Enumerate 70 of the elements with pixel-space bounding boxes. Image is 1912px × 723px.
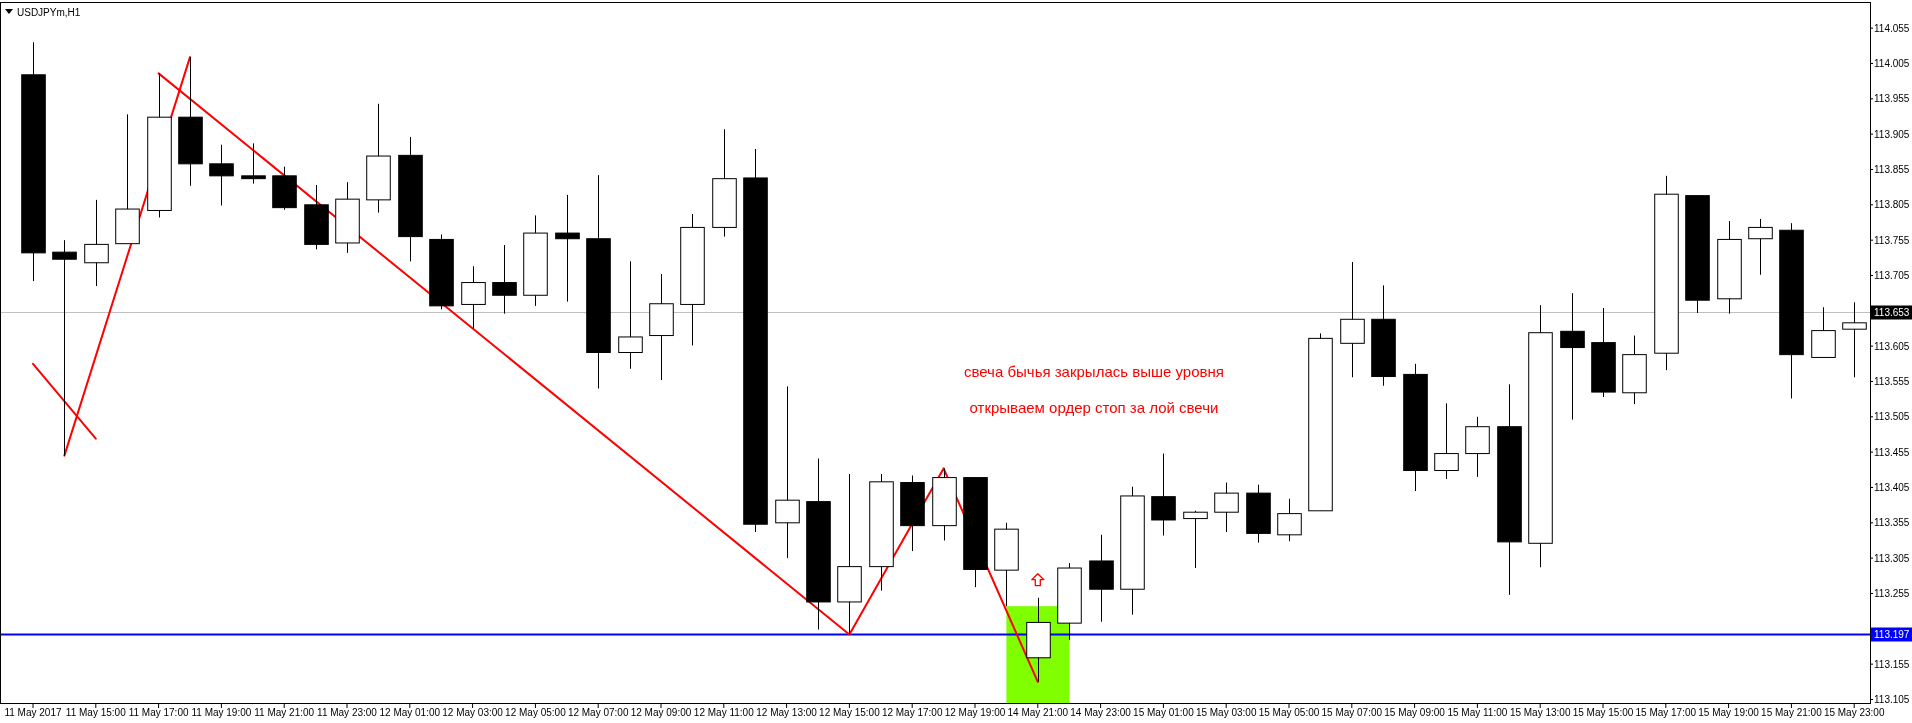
candlestick (1748, 218, 1773, 276)
x-tick-label: 12 May 17:00 (881, 707, 943, 718)
ref-line-label: 113.197 (1874, 629, 1910, 640)
ref-line-label: 113.653 (1874, 307, 1910, 318)
x-tick-label: 15 May 21:00 (1761, 707, 1823, 718)
x-tick-label: 12 May 01:00 (379, 707, 441, 718)
candlestick (461, 265, 486, 329)
x-tick-label: 15 May 03:00 (1195, 707, 1257, 718)
y-tick-label: 113.805 (1874, 199, 1910, 211)
x-tick-label: 12 May 19:00 (944, 707, 1006, 718)
x-tick-label: 11 May 23:00 (317, 707, 378, 718)
candlestick (1434, 402, 1459, 480)
candlestick (1842, 301, 1867, 378)
y-tick-label: 113.155 (1874, 658, 1910, 670)
x-tick-label: 12 May 15:00 (819, 707, 881, 718)
candlestick (555, 194, 580, 303)
candlestick (618, 260, 643, 370)
y-tick-label: 113.255 (1874, 587, 1910, 599)
candlestick (52, 239, 77, 457)
text: USDJPYm,H1 (17, 6, 81, 18)
y-tick-label: 113.505 (1874, 411, 1910, 423)
candlestick (1214, 482, 1239, 533)
y-tick-label: 113.355 (1874, 517, 1910, 529)
x-tick-label: 15 May 09:00 (1384, 707, 1446, 718)
y-tick-label: 113.105 (1874, 693, 1910, 705)
x-tick-label: 15 May 15:00 (1572, 707, 1634, 718)
x-tick-label: 15 May 13:00 (1509, 707, 1571, 718)
candlestick (1277, 498, 1302, 542)
y-tick-label: 113.605 (1874, 340, 1910, 352)
x-tick-label: 12 May 03:00 (442, 707, 504, 718)
x-tick-label: 15 May 01:00 (1133, 707, 1195, 718)
annotation: открываем ордер стоп за лой свечи (969, 399, 1219, 417)
y-tick-label: 113.405 (1874, 481, 1910, 493)
candlestick (209, 144, 234, 207)
x-tick-label: 15 May 07:00 (1321, 707, 1383, 718)
candlestick (1560, 292, 1585, 421)
candlestick (492, 244, 517, 315)
x-tick-label: 12 May 09:00 (630, 707, 692, 718)
y-tick-label: 113.705 (1874, 269, 1910, 281)
x-tick-label: 15 May 11:00 (1447, 707, 1508, 718)
x-tick-label: 11 May 15:00 (65, 707, 127, 718)
x-tick-label: 12 May 11:00 (693, 707, 755, 718)
x-tick-label: 15 May 05:00 (1258, 707, 1320, 718)
candlestick (1151, 453, 1176, 537)
x-tick-label: 11 May 21:00 (254, 707, 315, 718)
candlestick (1183, 510, 1208, 569)
x-tick-label: 15 May 23:00 (1823, 707, 1885, 718)
x-tick-label: 11 May 17:00 (128, 707, 189, 718)
x-tick-label: 14 May 21:00 (1007, 707, 1069, 718)
y-tick-label: 113.455 (1874, 446, 1910, 458)
x-tick-label: 11 May 2017 (4, 707, 62, 718)
candlestick (84, 199, 109, 287)
y-tick-label: 114.055 (1874, 22, 1910, 34)
x-tick-label: 14 May 23:00 (1070, 707, 1132, 718)
candlestick (241, 142, 266, 185)
y-tick-label: 113.755 (1874, 234, 1910, 246)
y-tick-label: 113.955 (1874, 93, 1910, 105)
y-tick-label: 113.555 (1874, 375, 1910, 387)
x-tick-label: 15 May 17:00 (1635, 707, 1697, 718)
y-tick-label: 113.305 (1874, 552, 1910, 564)
y-tick-label: 113.905 (1874, 128, 1910, 140)
y-tick-label: 114.005 (1874, 57, 1910, 69)
candlestick (775, 385, 800, 559)
y-tick-label: 113.855 (1874, 163, 1910, 175)
x-tick-label: 12 May 13:00 (756, 707, 818, 718)
annotation: свеча бычья закрылась выше уровня (963, 363, 1224, 381)
x-tick-label: 15 May 19:00 (1698, 707, 1760, 718)
x-tick-label: 11 May 19:00 (191, 707, 252, 718)
x-tick-label: 12 May 07:00 (567, 707, 629, 718)
x-tick-label: 12 May 05:00 (505, 707, 567, 718)
